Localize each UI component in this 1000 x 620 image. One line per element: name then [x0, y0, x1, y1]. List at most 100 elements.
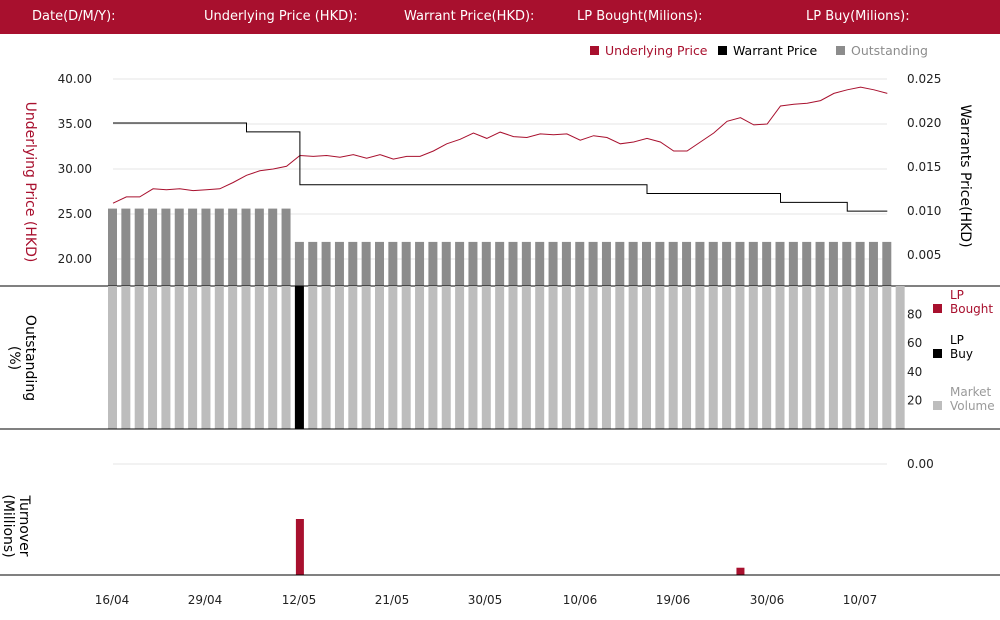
outstanding-bar [468, 241, 478, 286]
market-volume-bar [775, 286, 785, 429]
outstanding-bar [428, 241, 438, 286]
market-volume-bar [521, 286, 531, 429]
outstanding-bar [375, 241, 384, 286]
market-volume-bar [188, 286, 198, 429]
outstanding-tick-label: 40 [907, 365, 922, 379]
market-volume-bar [642, 286, 651, 429]
outstanding-bar [241, 208, 251, 286]
market-volume-bar [628, 286, 638, 429]
outstanding-bar [762, 241, 772, 286]
market-volume-bar [855, 286, 865, 429]
outstanding-bar [695, 241, 705, 286]
market-volume-bar [228, 286, 238, 429]
x-tick-label: 16/04 [95, 593, 130, 607]
outstanding-bar [495, 241, 505, 286]
outstanding-bar [868, 241, 878, 286]
outstanding-tick-label: 80 [907, 308, 922, 322]
outstanding-bar [802, 241, 812, 286]
outstanding-bar [401, 241, 411, 286]
outstanding-bar [455, 241, 465, 286]
market-volume-bar [441, 286, 451, 429]
x-tick-label: 12/05 [282, 593, 317, 607]
market-volume-bar [708, 286, 718, 429]
market-volume-bar [161, 286, 171, 429]
market-volume-bar [655, 286, 665, 429]
underlying-price-label: Underlying Price (HKD): [204, 9, 358, 24]
market-volume-bar [842, 286, 852, 429]
outstanding-bar [828, 241, 838, 286]
outstanding-bar [108, 208, 117, 286]
legend-market-volume-label: Volume [950, 399, 995, 413]
outstanding-bar [134, 208, 144, 286]
outstanding-tick-label: 20 [907, 393, 922, 407]
market-volume-bar [308, 286, 318, 429]
lp-bought-bar [736, 567, 745, 575]
outstanding-bar [601, 241, 611, 286]
outstanding-bar [882, 241, 892, 286]
warrant-price-line [113, 122, 888, 212]
outstanding-bar [481, 241, 491, 286]
outstanding-bar [521, 241, 531, 286]
market-volume-bar [802, 286, 812, 429]
outstanding-bar [642, 241, 651, 286]
outstanding-bar [788, 241, 798, 286]
warrant-price-label: Warrant Price(HKD): [404, 9, 535, 24]
outstanding-bar [334, 241, 344, 286]
market-volume-bar [548, 286, 558, 429]
market-volume-bar [695, 286, 705, 429]
outstanding-bar [548, 241, 558, 286]
y-right-tick-label: 0.005 [907, 248, 941, 262]
outstanding-bar [188, 208, 198, 286]
lp-buy-label: LP Buy(Milions): [806, 9, 910, 24]
market-volume-bar [201, 286, 211, 429]
market-volume-bar [481, 286, 491, 429]
legend-underlying-price-swatch [590, 46, 599, 55]
market-volume-bar [468, 286, 478, 429]
outstanding-bar [575, 241, 585, 286]
market-volume-bar [535, 286, 545, 429]
y-left-axis-title: Underlying Price (HKD) [22, 102, 38, 263]
market-volume-bar [375, 286, 384, 429]
x-tick-label: 21/05 [375, 593, 410, 607]
outstanding-bar [588, 241, 598, 286]
outstanding-bar [842, 241, 852, 286]
market-volume-bar [508, 286, 518, 429]
outstanding-bar [855, 241, 865, 286]
market-volume-bar [281, 286, 291, 429]
x-tick-label: 19/06 [656, 593, 691, 607]
y-right-tick-label: 0.015 [907, 160, 941, 174]
market-volume-bar [615, 286, 625, 429]
x-tick-label: 10/07 [843, 593, 878, 607]
market-volume-bar [722, 286, 732, 429]
y-left-tick-label: 40.00 [58, 72, 92, 86]
outstanding-bar [201, 208, 211, 286]
underlying-price-line [112, 86, 888, 204]
outstanding-bar [561, 241, 571, 286]
outstanding-bar [628, 241, 638, 286]
legend-warrant-price-swatch [718, 46, 727, 55]
market-volume-bar [828, 286, 838, 429]
market-volume-bar [241, 286, 251, 429]
legend-lp-buy-label: Buy [950, 347, 973, 361]
market-volume-bar [748, 286, 758, 429]
outstanding-bar [535, 241, 545, 286]
outstanding-bar [308, 241, 318, 286]
market-volume-bar [668, 286, 678, 429]
outstanding-bar [348, 241, 358, 286]
warrant-chart[interactable]: 40.00 35.00 30.00 25.00 20.00 0.025 0.020 0.015… [0, 34, 1000, 620]
market-volume-bar [388, 286, 398, 429]
lp-bought-label: LP Bought(Milions): [577, 9, 703, 24]
outstanding-bar [655, 241, 665, 286]
outstanding-bar [441, 241, 451, 286]
outstanding-bar [735, 241, 745, 286]
legend-underlying-price-label: Underlying Price [605, 43, 708, 58]
outstanding-axis-title-unit: (%) [6, 346, 22, 370]
outstanding-bar [775, 241, 785, 286]
outstanding-bar [148, 208, 158, 286]
x-tick-label: 30/05 [468, 593, 503, 607]
date-label: Date(D/M/Y): [32, 9, 116, 24]
info-header-bar: Date(D/M/Y): Underlying Price (HKD): War… [0, 0, 1000, 34]
y-left-tick-label: 20.00 [58, 252, 92, 266]
outstanding-bar [281, 208, 291, 286]
x-tick-label: 10/06 [563, 593, 598, 607]
